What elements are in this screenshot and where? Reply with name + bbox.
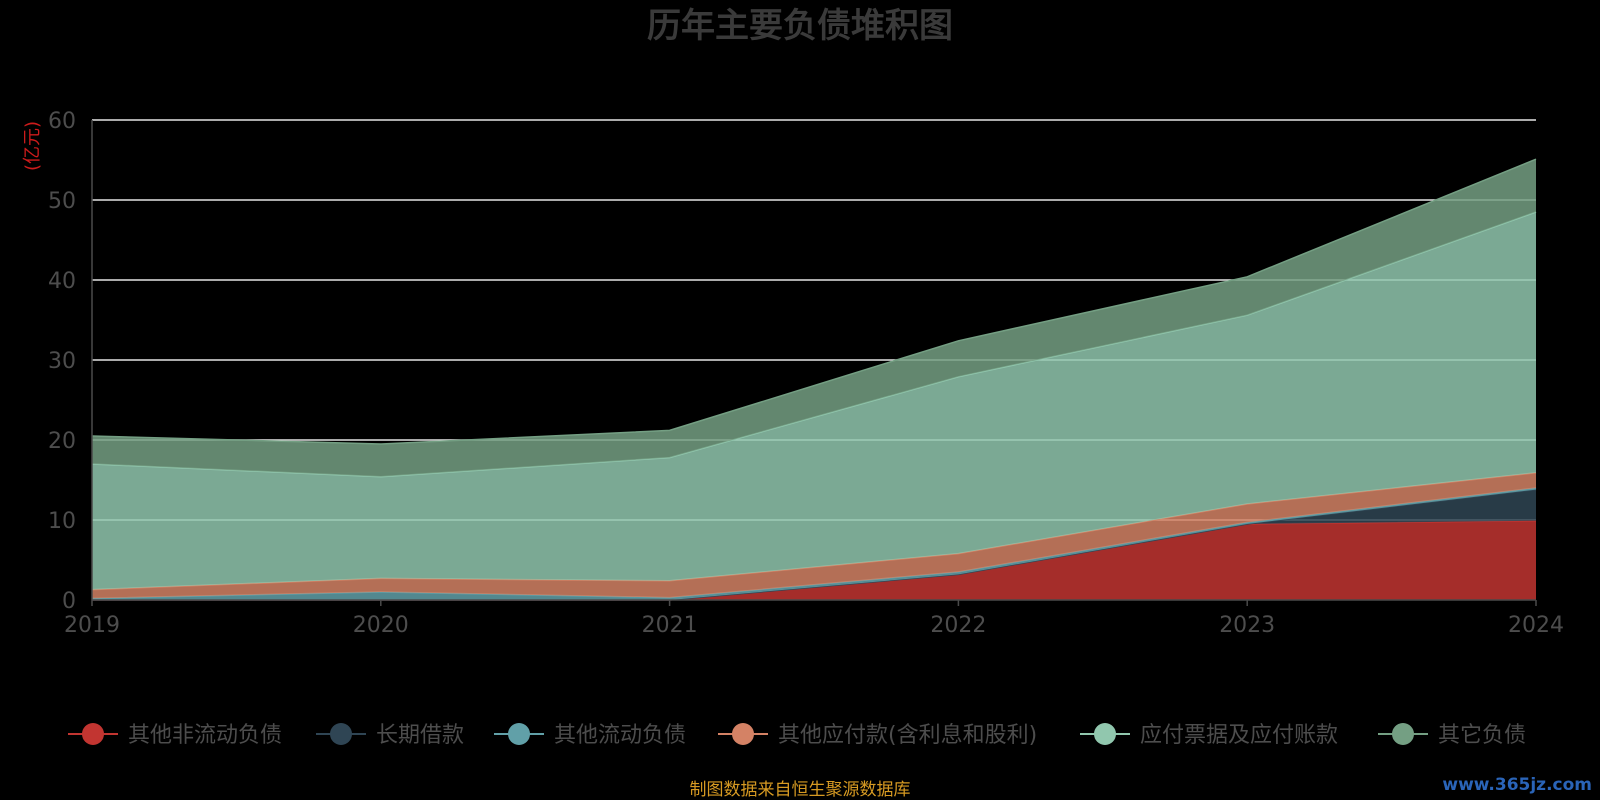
x-tick-label: 2023 <box>1219 613 1275 638</box>
legend-item-2: 长期借款 <box>316 723 464 748</box>
legend-label: 应付票据及应付账款 <box>1140 723 1338 748</box>
legend-item-4: 其他应付款(含利息和股利) <box>718 723 1037 748</box>
y-tick-label: 10 <box>48 509 76 534</box>
series-line-6 <box>91 158 1537 445</box>
legend-item-1: 其他非流动负债 <box>68 723 282 748</box>
x-tick-label: 2022 <box>930 613 986 638</box>
x-tick-label: 2021 <box>642 613 698 638</box>
legend-item-5: 应付票据及应付账款 <box>1080 723 1338 748</box>
legend-marker <box>82 723 104 745</box>
legend-label: 长期借款 <box>376 723 464 748</box>
legend-label: 其它负债 <box>1438 723 1526 748</box>
legend-label: 其他流动负债 <box>554 723 686 748</box>
y-tick-label: 40 <box>48 269 76 294</box>
area-series-5 <box>92 212 1536 590</box>
legend-marker <box>732 723 754 745</box>
y-axis-unit-label: (亿元) <box>22 121 43 171</box>
area-series-group <box>91 158 1537 601</box>
legend-marker <box>508 723 530 745</box>
y-tick-label: 0 <box>62 589 76 614</box>
legend-item-3: 其他流动负债 <box>494 723 686 748</box>
x-tick-label: 2019 <box>64 613 120 638</box>
y-tick-label: 60 <box>48 109 76 134</box>
y-tick-label: 50 <box>48 189 76 214</box>
legend-label: 其他应付款(含利息和股利) <box>778 723 1037 748</box>
y-tick-label: 30 <box>48 349 76 374</box>
legend-marker <box>1392 723 1414 745</box>
legend-marker <box>1094 723 1116 745</box>
chart-title: 历年主要负债堆积图 <box>647 6 953 46</box>
watermark: www.365jz.com <box>1442 775 1592 795</box>
axes: 0 10 20 30 40 50 60 2019 2020 2021 2022 2023 2024 <box>48 109 1564 638</box>
data-source-note: 制图数据来自恒生聚源数据库 <box>690 780 911 800</box>
legend-label: 其他非流动负债 <box>128 723 282 748</box>
legend-marker <box>330 723 352 745</box>
area-series-1 <box>92 520 1536 600</box>
y-tick-label: 20 <box>48 429 76 454</box>
legend-item-6: 其它负债 <box>1378 723 1526 748</box>
x-tick-label: 2024 <box>1508 613 1564 638</box>
area-series-6 <box>92 159 1536 477</box>
x-tick-label: 2020 <box>353 613 409 638</box>
area-series-4 <box>92 472 1536 599</box>
legend: 其他非流动负债 长期借款 其他流动负债 其他应付款(含利息和股利) 应付票据及应付账款 其… <box>68 723 1526 748</box>
